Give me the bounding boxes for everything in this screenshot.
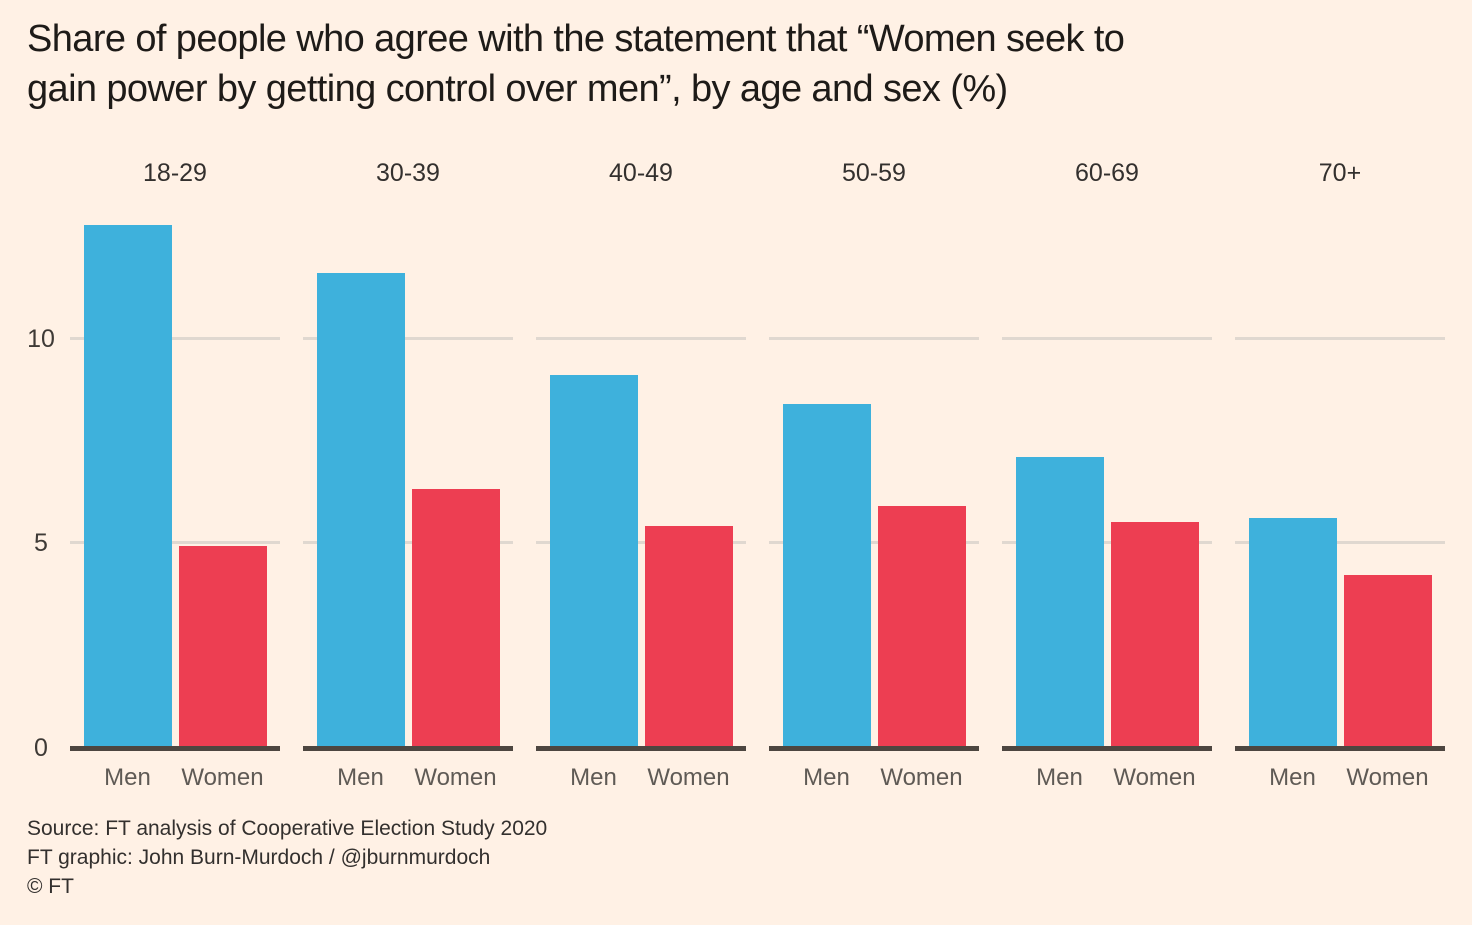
footer: Source: FT analysis of Cooperative Elect… bbox=[27, 814, 1472, 901]
category-labels: Men Women bbox=[303, 763, 513, 792]
facet-plot bbox=[1235, 196, 1445, 746]
men-label: Men bbox=[1036, 764, 1083, 791]
y-tick-10: 10 bbox=[27, 325, 55, 353]
bar-pair bbox=[769, 196, 979, 746]
graphic-credit: FT graphic: John Burn-Murdoch / @jburnmu… bbox=[27, 846, 491, 869]
gridline-5 bbox=[70, 541, 280, 544]
facet-60-69: 60-69 Men Women bbox=[1002, 158, 1212, 792]
gridline-10 bbox=[70, 337, 280, 340]
x-axis-baseline bbox=[1002, 746, 1212, 751]
bar-pair bbox=[70, 196, 280, 746]
bar-men bbox=[1015, 457, 1104, 746]
gridline-5 bbox=[536, 541, 746, 544]
bar-women bbox=[877, 506, 966, 746]
women-label: Women bbox=[1113, 764, 1196, 791]
facet-40-49: 40-49 Men Women bbox=[536, 158, 746, 792]
bar-pair bbox=[303, 196, 513, 746]
category-labels: Men Women bbox=[1002, 763, 1212, 792]
men-label: Men bbox=[803, 764, 850, 791]
gridline-10 bbox=[536, 337, 746, 340]
facet-70-plus: 70+ Men Women bbox=[1235, 158, 1445, 792]
bar-women bbox=[178, 546, 267, 746]
facet-plot bbox=[303, 196, 513, 746]
bar-women bbox=[1343, 575, 1432, 746]
y-axis: 10 5 0 bbox=[25, 158, 57, 778]
category-labels: Men Women bbox=[769, 763, 979, 792]
bar-men bbox=[782, 404, 871, 746]
gridline-10 bbox=[769, 337, 979, 340]
facet-18-29: 18-29 Men Women bbox=[70, 158, 280, 792]
age-group-label: 18-29 bbox=[143, 159, 207, 187]
copyright-note: © FT bbox=[27, 875, 74, 898]
bar-women bbox=[1110, 522, 1199, 746]
gridline-10 bbox=[303, 337, 513, 340]
age-group-label: 30-39 bbox=[376, 159, 440, 187]
men-label: Men bbox=[570, 764, 617, 791]
age-group-label: 50-59 bbox=[842, 159, 906, 187]
chart-area: 10 5 0 18-29 Men Women 30-39 bbox=[0, 158, 1472, 792]
men-label: Men bbox=[337, 764, 384, 791]
facet-plot bbox=[769, 196, 979, 746]
men-label: Men bbox=[104, 764, 151, 791]
category-labels: Men Women bbox=[536, 763, 746, 792]
x-axis-baseline bbox=[1235, 746, 1445, 751]
source-note: Source: FT analysis of Cooperative Elect… bbox=[27, 817, 548, 840]
men-label: Men bbox=[1269, 764, 1316, 791]
facet-50-59: 50-59 Men Women bbox=[769, 158, 979, 792]
gridline-10 bbox=[1002, 337, 1212, 340]
x-axis-baseline bbox=[536, 746, 746, 751]
gridline-10 bbox=[1235, 337, 1445, 340]
facet-plot bbox=[70, 196, 280, 746]
age-group-label: 40-49 bbox=[609, 159, 673, 187]
gridline-5 bbox=[1002, 541, 1212, 544]
women-label: Women bbox=[181, 764, 264, 791]
bar-men bbox=[549, 375, 638, 746]
facet-plot bbox=[536, 196, 746, 746]
facet-row: 18-29 Men Women 30-39 bbox=[70, 158, 1460, 792]
y-tick-0: 0 bbox=[34, 734, 48, 762]
chart-title-line2: gain power by getting control over men”,… bbox=[27, 68, 1008, 110]
gridline-5 bbox=[1235, 541, 1445, 544]
women-label: Women bbox=[880, 764, 963, 791]
facet-plot bbox=[1002, 196, 1212, 746]
bar-women bbox=[411, 489, 500, 746]
age-group-label: 60-69 bbox=[1075, 159, 1139, 187]
bar-pair bbox=[1002, 196, 1212, 746]
women-label: Women bbox=[414, 764, 497, 791]
y-tick-5: 5 bbox=[34, 529, 48, 557]
bar-men bbox=[316, 273, 405, 746]
category-labels: Men Women bbox=[70, 763, 280, 792]
x-axis-baseline bbox=[70, 746, 280, 751]
age-group-label: 70+ bbox=[1318, 159, 1362, 187]
bar-pair bbox=[1235, 196, 1445, 746]
x-axis-baseline bbox=[303, 746, 513, 751]
bar-pair bbox=[536, 196, 746, 746]
bar-men bbox=[1248, 518, 1337, 746]
women-label: Women bbox=[647, 764, 730, 791]
women-label: Women bbox=[1346, 764, 1429, 791]
gridline-5 bbox=[769, 541, 979, 544]
bar-men bbox=[83, 225, 172, 746]
facet-30-39: 30-39 Men Women bbox=[303, 158, 513, 792]
chart-title-line1: Share of people who agree with the state… bbox=[27, 18, 1125, 60]
x-axis-baseline bbox=[769, 746, 979, 751]
bar-women bbox=[644, 526, 733, 746]
gridline-5 bbox=[303, 541, 513, 544]
category-labels: Men Women bbox=[1235, 763, 1445, 792]
chart-title: Share of people who agree with the state… bbox=[0, 0, 1472, 114]
